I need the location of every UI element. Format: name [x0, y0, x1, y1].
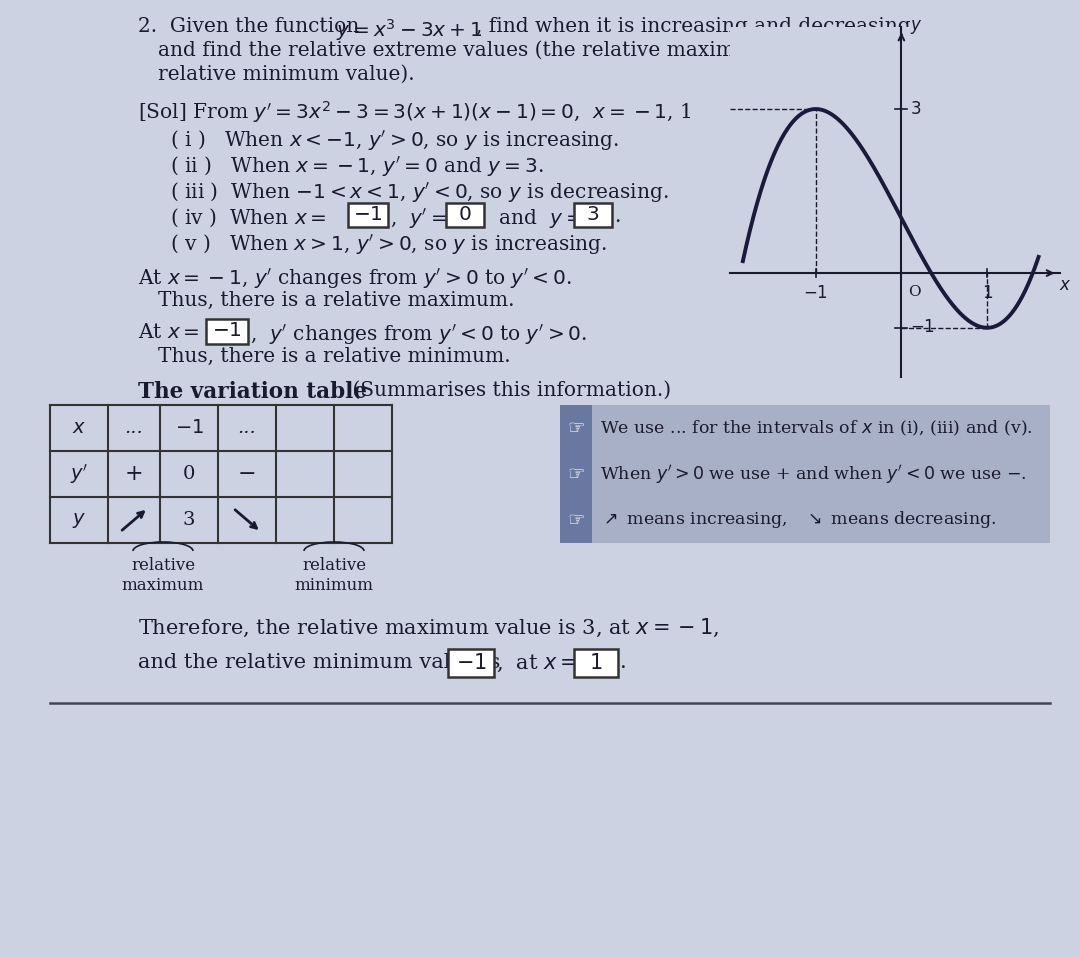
Text: $3$: $3$	[586, 206, 599, 225]
Text: $y$: $y$	[72, 510, 86, 529]
Text: Therefore, the relative maximum value is 3, at $x=-1$,: Therefore, the relative maximum value is…	[138, 617, 719, 639]
Text: ,  $y'=$: , $y'=$	[390, 207, 447, 231]
Text: ,  $y'$ changes from $y'<0$ to $y'>0$.: , $y'$ changes from $y'<0$ to $y'>0$.	[249, 323, 588, 347]
Text: When $y'>0$ we use + and when $y'<0$ we use $-$.: When $y'>0$ we use + and when $y'<0$ we …	[600, 462, 1027, 485]
FancyBboxPatch shape	[348, 203, 388, 227]
Text: $0$: $0$	[458, 206, 472, 225]
FancyBboxPatch shape	[561, 497, 592, 543]
Text: ( iv )  When $x=$: ( iv ) When $x=$	[170, 207, 326, 230]
Text: At $x=$: At $x=$	[138, 323, 200, 342]
Text: $x$: $x$	[72, 419, 86, 437]
Text: Thus, there is a relative maximum.: Thus, there is a relative maximum.	[158, 291, 514, 310]
Text: ...: ...	[238, 419, 256, 437]
FancyBboxPatch shape	[561, 451, 1050, 497]
Text: and the relative minimum value is: and the relative minimum value is	[138, 653, 500, 672]
Text: $-1$: $-1$	[910, 320, 935, 336]
Text: $y=x^3-3x+1$: $y=x^3-3x+1$	[336, 17, 483, 43]
Text: +: +	[124, 463, 144, 485]
Text: 3: 3	[183, 511, 195, 529]
FancyBboxPatch shape	[561, 497, 1050, 543]
Text: −: −	[238, 463, 256, 485]
Text: O: O	[908, 285, 921, 300]
Text: ...: ...	[124, 419, 144, 437]
Text: $3$: $3$	[910, 100, 921, 118]
Text: ☞: ☞	[567, 418, 584, 437]
Text: $y$: $y$	[910, 18, 922, 36]
Text: At $x=-1$, $y'$ changes from $y'>0$ to $y'<0$.: At $x=-1$, $y'$ changes from $y'>0$ to $…	[138, 267, 572, 291]
Text: and  $y=$: and $y=$	[486, 207, 582, 230]
Text: relative
minimum: relative minimum	[295, 557, 374, 593]
Text: ☞: ☞	[567, 510, 584, 529]
Text: .: .	[615, 207, 620, 226]
Text: , find when it is increasing and decreasing,: , find when it is increasing and decreas…	[476, 17, 917, 36]
FancyBboxPatch shape	[206, 319, 248, 344]
Text: $-1$: $-1$	[804, 285, 828, 302]
Text: (Summarises this information.): (Summarises this information.)	[346, 381, 671, 400]
FancyBboxPatch shape	[448, 649, 494, 677]
Text: 2.  Given the function: 2. Given the function	[138, 17, 366, 36]
Text: ☞: ☞	[567, 464, 584, 483]
Text: $-1$: $-1$	[175, 419, 203, 437]
Text: ( v )   When $x>1$, $y'>0$, so $y$ is increasing.: ( v ) When $x>1$, $y'>0$, so $y$ is incr…	[170, 233, 607, 257]
Text: $y'$: $y'$	[70, 462, 89, 486]
Text: $1$: $1$	[982, 285, 993, 302]
Text: relative
maximum: relative maximum	[122, 557, 204, 593]
Text: $x$: $x$	[1059, 277, 1071, 294]
Text: relative minimum value).: relative minimum value).	[158, 65, 415, 84]
FancyBboxPatch shape	[561, 451, 592, 497]
Text: 0: 0	[183, 465, 195, 483]
Text: $\nearrow$ means increasing,   $\searrow$ means decreasing.: $\nearrow$ means increasing, $\searrow$ …	[600, 509, 996, 530]
Text: We use ... for the intervals of $x$ in (i), (iii) and (v).: We use ... for the intervals of $x$ in (…	[600, 418, 1032, 437]
Text: Thus, there is a relative minimum.: Thus, there is a relative minimum.	[158, 347, 511, 366]
Text: ( ii )   When $x=-1$, $y'=0$ and $y=3$.: ( ii ) When $x=-1$, $y'=0$ and $y=3$.	[170, 155, 543, 179]
FancyBboxPatch shape	[561, 405, 592, 451]
FancyBboxPatch shape	[446, 203, 484, 227]
Text: $-1$: $-1$	[212, 322, 242, 341]
Text: The variation table: The variation table	[138, 381, 367, 403]
Text: $-1$: $-1$	[456, 653, 486, 673]
FancyBboxPatch shape	[573, 649, 618, 677]
FancyBboxPatch shape	[573, 203, 612, 227]
Text: ,  at $x=$: , at $x=$	[496, 653, 577, 674]
Text: $-1$: $-1$	[353, 206, 383, 225]
Text: ( i )   When $x<-1$, $y'>0$, so $y$ is increasing.: ( i ) When $x<-1$, $y'>0$, so $y$ is inc…	[170, 129, 619, 153]
Text: [Sol] From $y'=3x^2-3=3(x+1)(x-1)=0$,  $x=-1$, 1: [Sol] From $y'=3x^2-3=3(x+1)(x-1)=0$, $x…	[138, 99, 691, 125]
Text: .: .	[620, 653, 626, 672]
FancyBboxPatch shape	[561, 405, 1050, 451]
Text: and find the relative extreme values (the relative maximum value and the: and find the relative extreme values (th…	[158, 41, 912, 60]
Text: ( iii )  When $-1<x<1$, $y'<0$, so $y$ is decreasing.: ( iii ) When $-1<x<1$, $y'<0$, so $y$ is…	[170, 181, 669, 205]
Text: $1$: $1$	[590, 653, 603, 673]
